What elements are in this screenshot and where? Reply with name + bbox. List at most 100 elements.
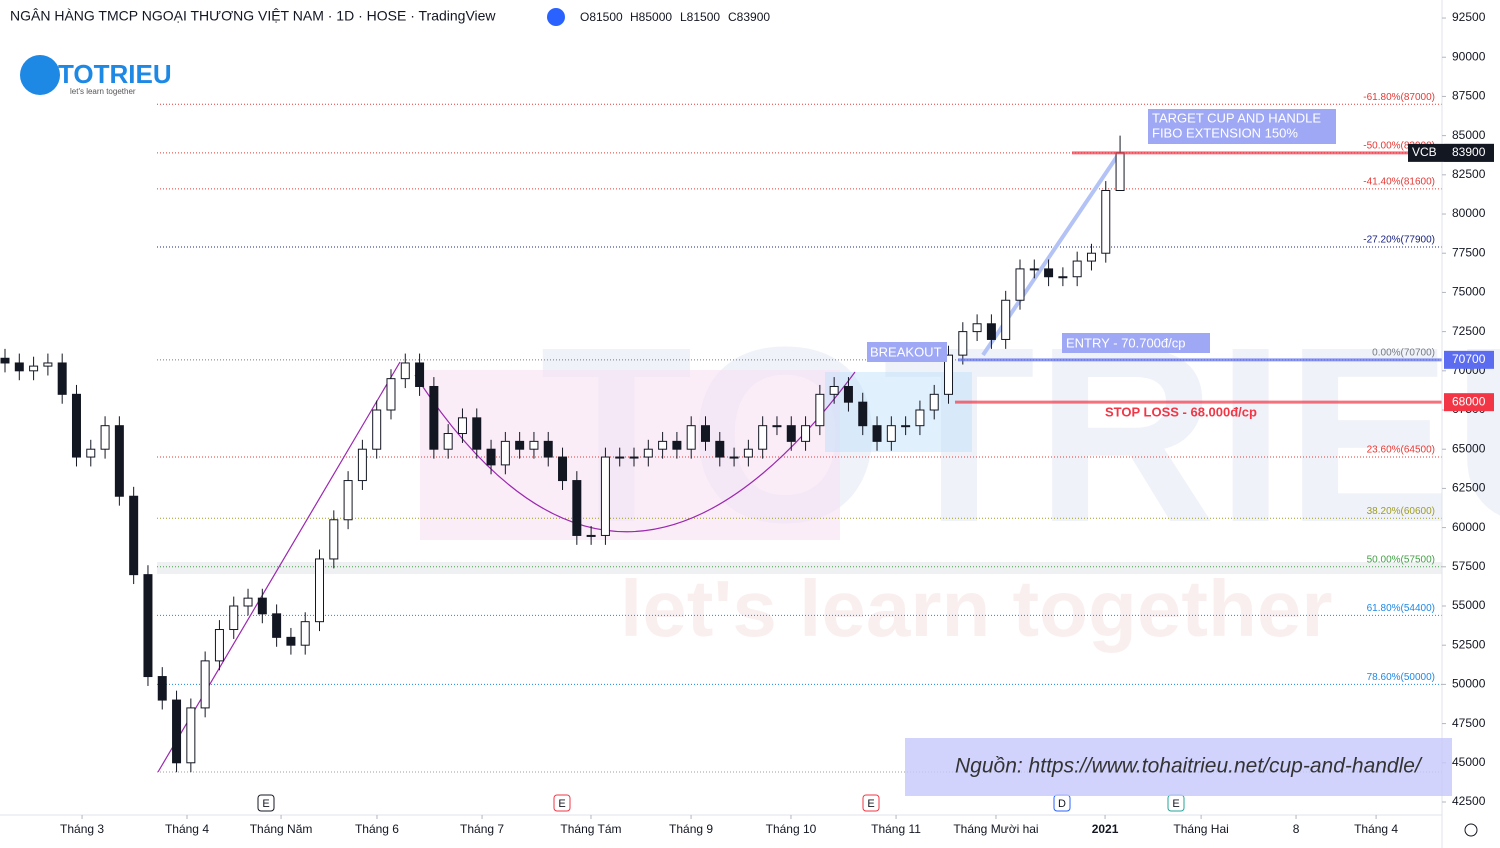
annotation: BREAKOUT <box>870 344 942 359</box>
logo-name: TOTRIEU <box>58 59 172 89</box>
event-label: E <box>1172 798 1179 810</box>
candle-body <box>672 440 682 450</box>
candle-body <box>71 393 81 458</box>
replay-icon <box>547 8 565 26</box>
candle-body <box>257 597 267 615</box>
badge <box>1444 393 1494 412</box>
candle-body <box>786 425 796 442</box>
x-tick-label: Tháng Tám <box>560 822 621 836</box>
candle-body <box>815 393 825 427</box>
candle-body <box>829 385 839 395</box>
target-box <box>1148 109 1336 144</box>
candle-body <box>57 362 67 395</box>
candle-body <box>114 425 124 497</box>
candle-body <box>929 393 939 411</box>
fib-label: 61.80%(54400) <box>1367 603 1435 614</box>
x-tick-label: 8 <box>1293 822 1300 836</box>
fib-label: 38.20%(60600) <box>1367 506 1435 517</box>
y-tick-label: 92500 <box>1452 10 1486 24</box>
candle-body <box>1044 268 1054 278</box>
ohlc: O81500 <box>580 10 623 24</box>
annotation: FIBO EXTENSION 150% <box>1152 125 1298 140</box>
x-tick-label: 2021 <box>1092 822 1119 836</box>
ohlc: C83900 <box>728 10 770 24</box>
y-tick-label: 90000 <box>1452 49 1486 63</box>
event-marker <box>257 794 275 812</box>
candle-body <box>343 480 353 521</box>
fib-label: 50.00%(57500) <box>1367 554 1435 565</box>
candle-body <box>858 401 868 427</box>
source-box <box>905 738 1452 796</box>
candle-body <box>157 676 167 701</box>
candle-body <box>214 629 224 662</box>
event-marker <box>862 794 880 812</box>
candle-body <box>1015 268 1025 301</box>
x-tick-label: Tháng 3 <box>60 822 104 836</box>
candle-body <box>515 440 525 450</box>
source: Nguồn: https://www.tohaitrieu.net/cup-an… <box>955 755 1423 778</box>
candle-body <box>615 456 625 459</box>
fib-label: -41.40%(81600) <box>1363 177 1435 188</box>
badge <box>1408 143 1444 162</box>
y-tick-label: 55000 <box>1452 598 1486 612</box>
candle-body <box>586 534 596 537</box>
header-title: NGÂN HÀNG TMCP NGOẠI THƯƠNG VIỆT NAM · 1… <box>10 8 496 24</box>
y-tick-label: 50000 <box>1452 677 1486 691</box>
candle-body <box>14 362 24 372</box>
y-tick-label: 80000 <box>1452 206 1486 220</box>
event-label: E <box>262 798 269 810</box>
ohlc: L81500 <box>680 10 720 24</box>
y-tick-label: 57500 <box>1452 559 1486 573</box>
candle-body <box>543 440 553 458</box>
candle-body <box>200 660 210 709</box>
cup-zone <box>420 370 840 540</box>
fib-label: -27.20%(77900) <box>1363 235 1435 246</box>
candle-body <box>300 621 310 646</box>
candle-body <box>700 425 710 442</box>
annotation: ENTRY - 70.700đ/cp <box>1066 335 1185 350</box>
logo-tagline: let's learn together <box>70 87 136 96</box>
badge-label: 68000 <box>1452 394 1486 408</box>
candle-body <box>500 440 510 466</box>
candle-body <box>443 433 453 450</box>
candle-body <box>1058 276 1068 279</box>
annotation: STOP LOSS - 68.000đ/cp <box>1105 404 1257 419</box>
fib-label: 0.00%(70700) <box>1372 347 1435 358</box>
x-tick-label: Tháng 6 <box>355 822 399 836</box>
candle-body <box>100 425 110 450</box>
candle-body <box>415 362 425 387</box>
candle-body <box>400 362 410 380</box>
candle-body <box>643 448 653 458</box>
fib-label: -50.00%(83900) <box>1363 141 1435 152</box>
event-label: D <box>1058 798 1066 810</box>
y-tick-label: 45000 <box>1452 755 1486 769</box>
ohlc: H85000 <box>630 10 672 24</box>
fib-band <box>157 562 1442 574</box>
candle-body <box>758 425 768 450</box>
y-tick-label: 82500 <box>1452 167 1486 181</box>
candle-body <box>572 480 582 536</box>
candle-body <box>986 323 996 340</box>
x-tick-label: Tháng Mười hai <box>953 822 1038 836</box>
candle-body <box>143 574 153 678</box>
candle-body <box>1101 190 1111 254</box>
event-label: E <box>558 798 565 810</box>
event-label: E <box>867 798 874 810</box>
candle-body <box>729 456 739 459</box>
annotation: TARGET CUP AND HANDLE <box>1152 110 1321 125</box>
candle-body <box>172 699 182 764</box>
y-tick-label: 77500 <box>1452 245 1486 259</box>
y-tick-label: 60000 <box>1452 520 1486 534</box>
y-tick-label: 85000 <box>1452 128 1486 142</box>
candle-body <box>229 605 239 631</box>
candle-body <box>429 385 439 450</box>
badge-label: 70700 <box>1452 352 1486 366</box>
candle-body <box>915 409 925 427</box>
candle-body <box>1086 252 1096 262</box>
x-tick-label: Tháng 4 <box>1354 822 1398 836</box>
settings-icon[interactable] <box>1464 823 1478 837</box>
badge <box>1444 143 1494 162</box>
candle-body <box>772 425 782 428</box>
candle-body <box>1029 268 1039 271</box>
badge-label: 83900 <box>1452 145 1486 159</box>
